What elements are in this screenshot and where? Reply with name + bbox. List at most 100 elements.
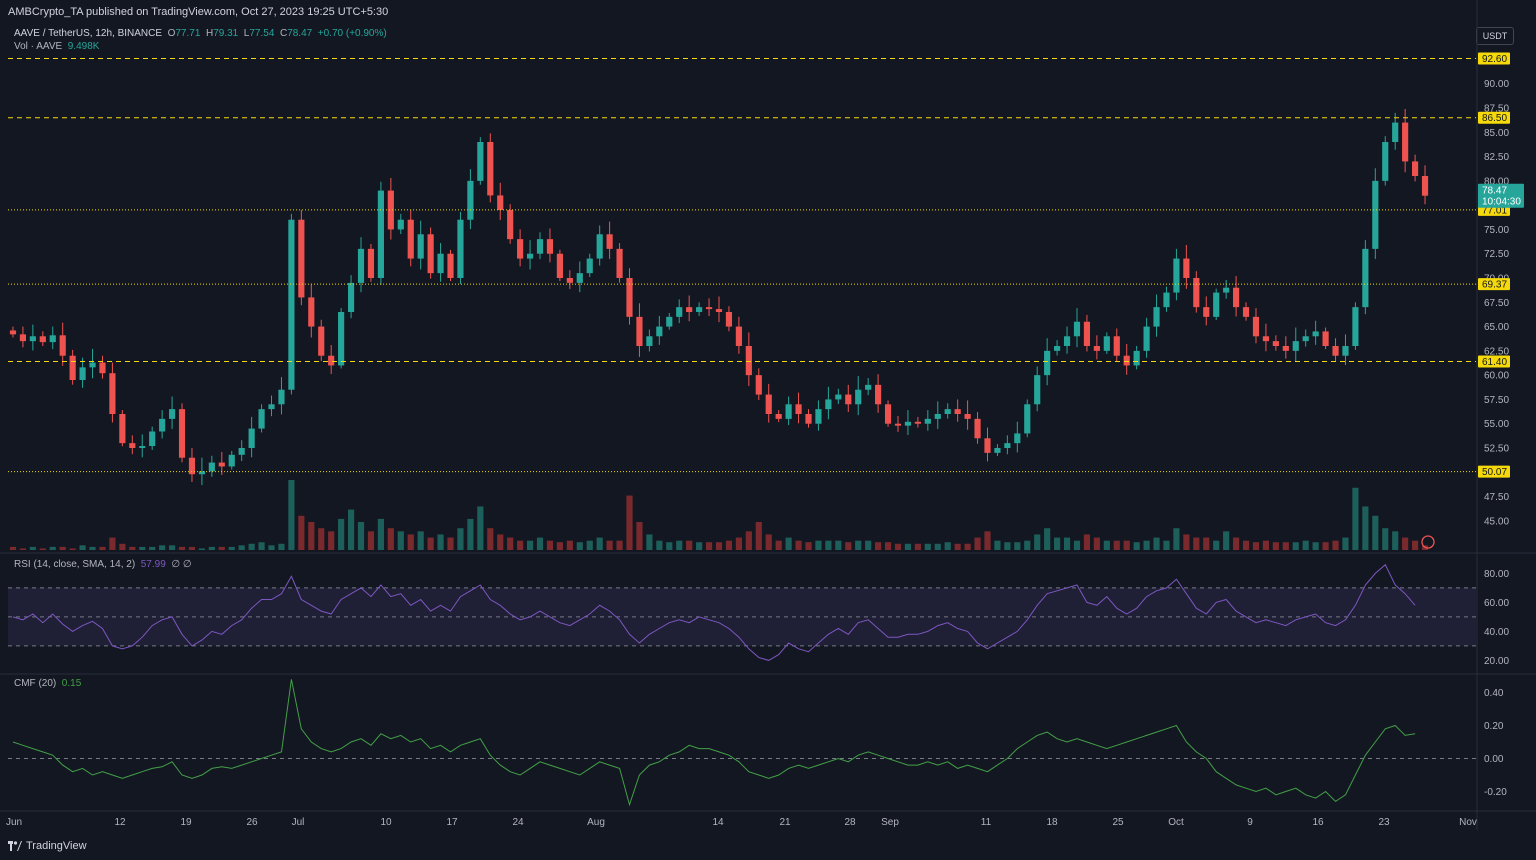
candle-body <box>377 190 384 278</box>
volume-bar <box>526 540 534 550</box>
candle-body <box>875 384 882 405</box>
volume-bar <box>1332 540 1339 550</box>
candle-body <box>974 418 981 439</box>
candle-body <box>119 414 126 444</box>
candle-body <box>865 384 872 390</box>
rsi-label[interactable]: RSI (14, close, SMA, 14, 2) <box>14 559 136 570</box>
candle-body <box>19 334 26 342</box>
candle-body <box>696 307 703 312</box>
volume-bar <box>616 540 623 550</box>
volume-bar <box>139 546 146 550</box>
volume-bar <box>775 540 782 550</box>
candle-body <box>1183 258 1190 278</box>
low-value: 77.54 <box>249 28 275 39</box>
candle-body <box>1093 346 1100 351</box>
candle-body <box>397 219 404 230</box>
candle-body <box>725 312 733 327</box>
candle-body <box>1113 336 1120 356</box>
level-tag-label: 86.50 <box>1482 113 1507 124</box>
rsi-extra: ∅ ∅ <box>171 559 192 570</box>
volume-bar <box>1083 534 1091 550</box>
volume-bar <box>357 522 365 550</box>
volume-bar <box>159 545 166 550</box>
price-tick-label: 52.50 <box>1484 444 1509 455</box>
level-tag <box>1478 111 1510 124</box>
candle-body <box>904 421 912 426</box>
volume-bar <box>974 537 981 550</box>
volume-bar <box>69 548 76 550</box>
cmf-value: 0.15 <box>61 678 82 689</box>
volume-bar <box>1252 542 1260 550</box>
volume-bar <box>109 537 116 550</box>
candle-body <box>1282 346 1289 351</box>
volume-bar <box>755 522 762 550</box>
volume-bar <box>407 534 414 550</box>
volume-bar <box>735 537 742 550</box>
volume-label[interactable]: Vol · AAVE <box>14 41 63 52</box>
symbol-name[interactable]: AAVE / TetherUS, 12h, BINANCE <box>14 28 163 39</box>
volume-bar <box>1362 506 1369 550</box>
candle-body <box>347 282 355 312</box>
volume-bar <box>89 546 96 550</box>
candle-body <box>715 309 723 312</box>
candle-body <box>884 404 892 424</box>
candle-body <box>159 418 166 432</box>
price-tick-label: 87.50 <box>1484 104 1509 115</box>
tradingview-logo-icon <box>8 841 22 851</box>
close-label: C <box>279 28 288 39</box>
volume-bar <box>258 542 265 550</box>
candle-body <box>1083 321 1091 346</box>
rsi-legend: RSI (14, close, SMA, 14, 2) 57.99 ∅ ∅ <box>14 559 192 570</box>
candle-body <box>288 219 295 390</box>
candle-body <box>954 409 961 414</box>
volume-bar <box>954 543 961 550</box>
volume-bar <box>536 537 544 550</box>
candle-body <box>427 234 434 274</box>
candle-body <box>467 180 474 220</box>
volume-bar <box>994 540 1001 550</box>
candle-body <box>129 443 136 448</box>
volume-bar <box>1044 528 1051 550</box>
volume-bar <box>99 546 106 550</box>
volume-bar <box>1213 540 1220 550</box>
price-tick-label: 90.00 <box>1484 79 1509 90</box>
candle-body <box>198 471 205 475</box>
candle-body <box>328 355 335 366</box>
candle-body <box>298 219 305 298</box>
volume-bar <box>9 546 17 550</box>
volume-bar <box>696 542 703 550</box>
rsi-tick-label: 60.00 <box>1484 598 1509 609</box>
level-tag-label: 69.37 <box>1482 280 1507 291</box>
rsi-line <box>12 563 1416 661</box>
price-tick-label: 57.50 <box>1484 395 1509 406</box>
volume-bar <box>79 545 86 550</box>
volume-bar <box>427 537 434 550</box>
candle-body <box>705 307 713 310</box>
candle-body <box>1123 355 1130 366</box>
volume-legend: Vol · AAVE 9.498K <box>14 41 99 52</box>
volume-bar <box>367 531 375 550</box>
volume-bar <box>765 534 772 550</box>
candle-body <box>944 409 951 414</box>
level-tag <box>1478 278 1510 291</box>
volume-bar <box>825 540 832 550</box>
candle-body <box>656 326 663 337</box>
volume-bar <box>19 548 26 550</box>
candle-body <box>357 248 365 283</box>
volume-bar <box>387 528 394 550</box>
candle-body <box>457 219 464 278</box>
cmf-label[interactable]: CMF (20) <box>14 678 57 689</box>
candle-body <box>417 234 424 259</box>
candle-body <box>566 278 573 283</box>
cmf-line <box>12 679 1416 807</box>
volume-bar <box>1242 540 1250 550</box>
volume-bar <box>1103 540 1110 550</box>
volume-bar <box>1262 540 1270 550</box>
volume-bar <box>168 545 176 550</box>
volume-bar <box>835 540 842 550</box>
candle-body <box>208 462 215 472</box>
volume-bar <box>646 534 653 550</box>
volume-bar <box>546 540 554 550</box>
volume-bar <box>606 540 613 550</box>
